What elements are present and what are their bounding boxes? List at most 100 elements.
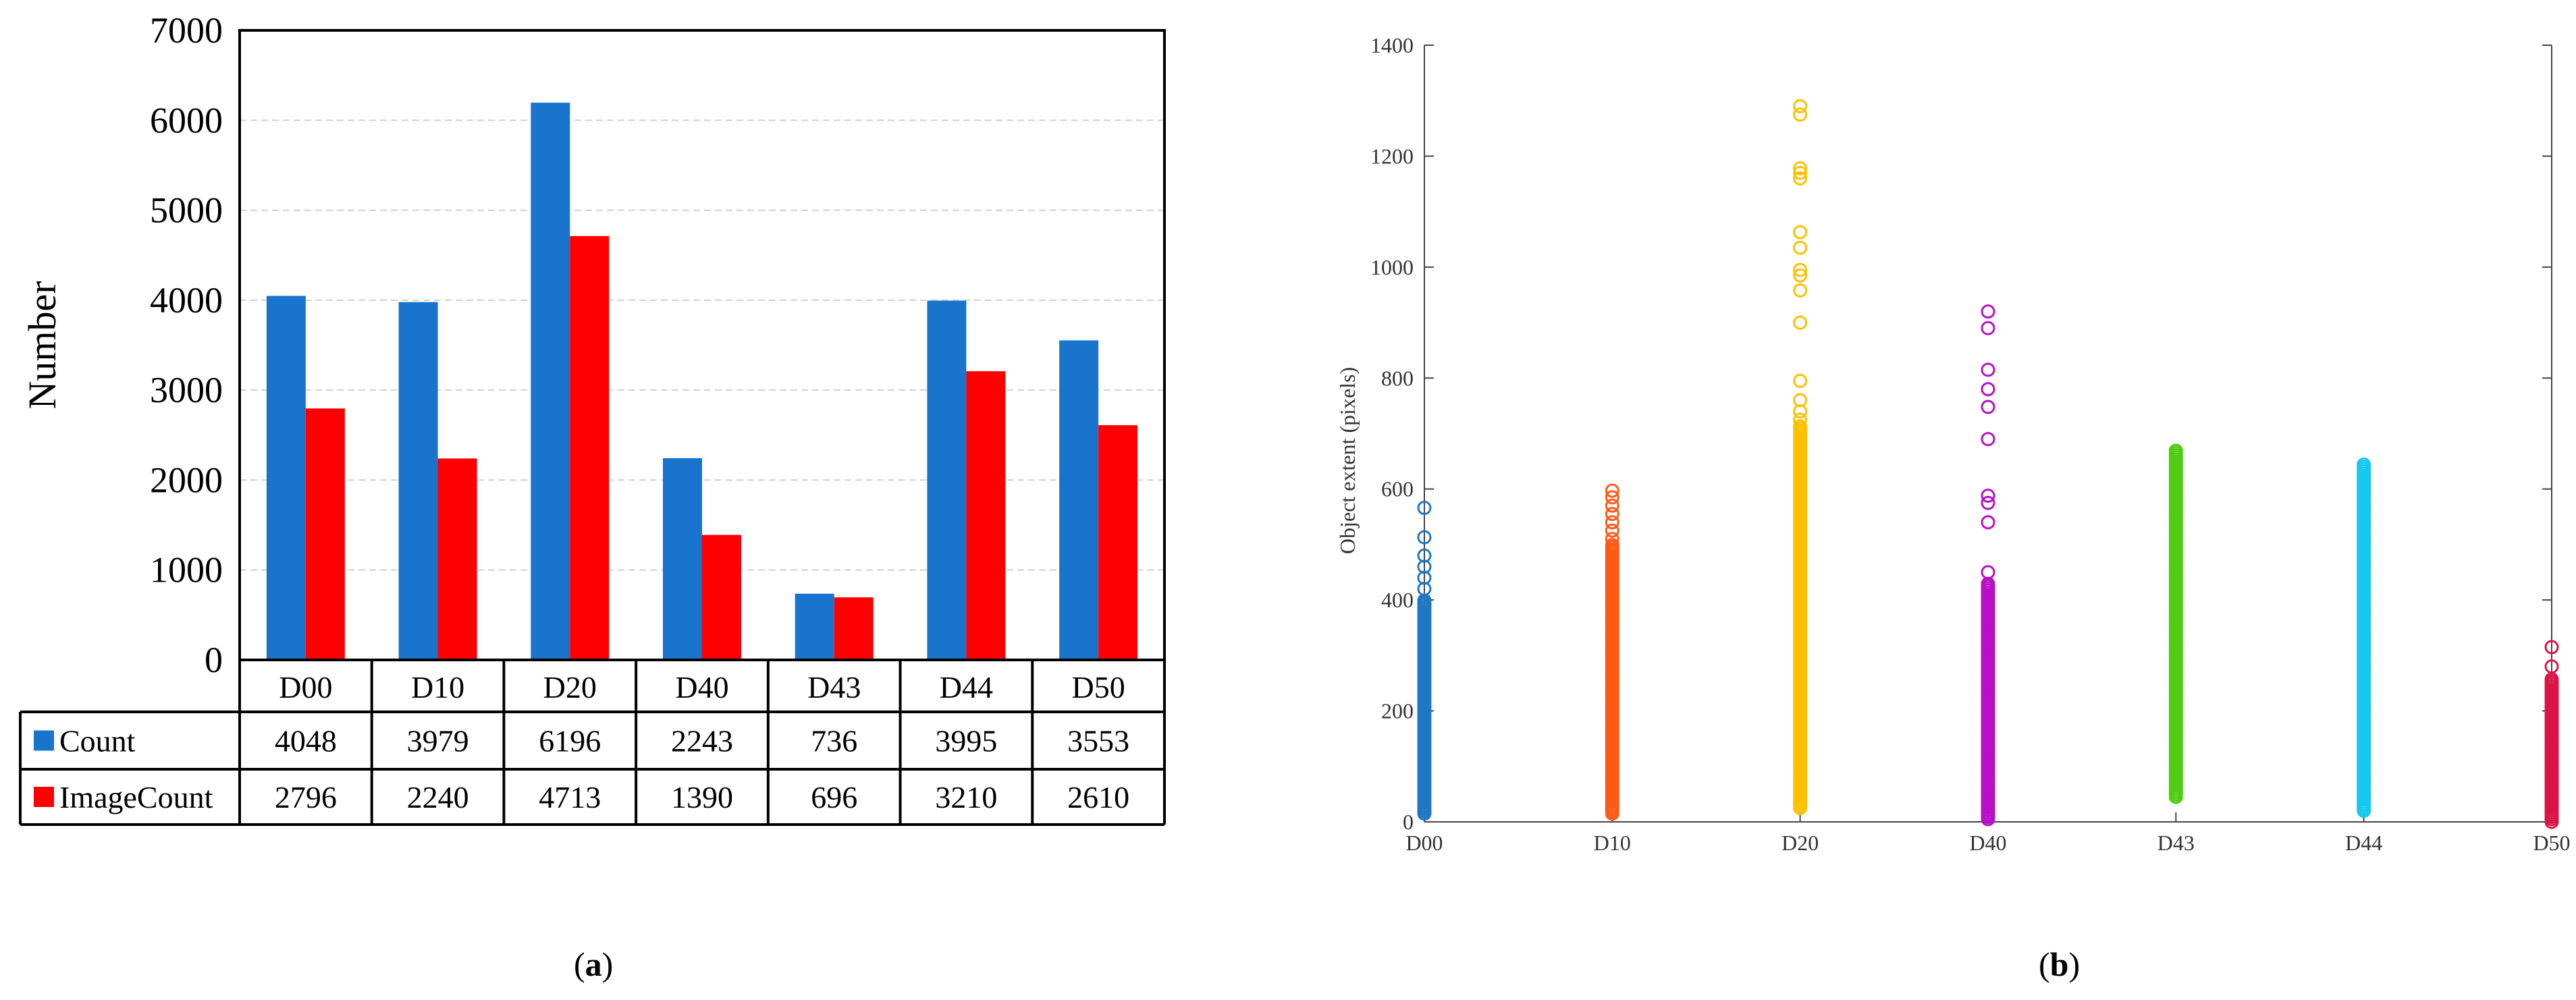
table-value-ImageCount-D44: 3210 <box>935 780 997 814</box>
x-tick-label-D20: D20 <box>1781 831 1819 855</box>
table-value-ImageCount-D40: 1390 <box>671 780 733 814</box>
outlier-D20 <box>1793 393 1808 408</box>
series-D10 <box>1605 483 1619 821</box>
outlier-D00 <box>1417 548 1432 563</box>
legend-label-ImageCount: ImageCount <box>59 780 213 814</box>
outlier-D00 <box>1417 530 1432 545</box>
y-tick-label-400: 400 <box>1381 588 1414 612</box>
outlier-D20 <box>1793 268 1808 283</box>
x-tick-label-D40: D40 <box>675 670 728 704</box>
series-D44 <box>2357 457 2371 818</box>
outlier-D20 <box>1793 262 1808 277</box>
bar-Count-D10 <box>398 302 438 660</box>
outlier-D10 <box>1605 498 1619 513</box>
legend-swatch-ImageCount <box>34 787 54 807</box>
outlier-D50 <box>2544 659 2559 674</box>
outlier-D10 <box>1605 523 1619 538</box>
x-tick-label-D10: D10 <box>1594 831 1631 855</box>
bar-Count-D00 <box>266 296 306 660</box>
outlier-D10 <box>1605 490 1619 505</box>
series-D00 <box>1417 501 1432 821</box>
panel-label-b: (b) <box>2039 945 2080 984</box>
bar-ImageCount-D00 <box>305 408 345 660</box>
table-value-Count-D20: 6196 <box>539 724 601 758</box>
scatter-chart-b: 0 200 400 600 800 1000 1200 1400 Object extent (… <box>1335 33 2571 855</box>
legend-label-Count: Count <box>59 724 136 758</box>
x-tick-label-D43: D43 <box>807 670 861 704</box>
bar-ImageCount-D10 <box>437 458 477 660</box>
y-tick-label-1200: 1200 <box>1370 144 1414 168</box>
y-tick-label-1000: 1000 <box>150 550 223 590</box>
outlier-D00 <box>1417 501 1432 516</box>
series-D43 <box>2168 443 2183 804</box>
table-value-Count-D50: 3553 <box>1067 724 1129 758</box>
x-tick-label-D00: D00 <box>279 670 332 704</box>
plot-frame <box>238 29 1166 661</box>
y-tick-label-0: 0 <box>205 640 223 680</box>
x-tick-label-D00: D00 <box>1405 831 1443 855</box>
table-value-Count-D00: 4048 <box>275 724 337 758</box>
outlier-D40 <box>1981 382 1995 397</box>
bar-ImageCount-D20 <box>570 235 610 660</box>
panel-b-open: ( <box>2039 945 2050 983</box>
outlier-D20 <box>1793 99 1808 113</box>
legend-swatch-Count <box>34 730 54 751</box>
outlier-D40 <box>1981 565 1995 580</box>
x-tick-label-D50: D50 <box>2533 831 2570 855</box>
outlier-D20 <box>1793 412 1808 427</box>
outlier-D20 <box>1793 225 1808 240</box>
y-tick-label-600: 600 <box>1381 477 1414 501</box>
x-tick-label-D44: D44 <box>2345 831 2382 855</box>
y-tick-label-4000: 4000 <box>150 280 223 321</box>
outlier-D20 <box>1793 161 1808 176</box>
series-D50 <box>2544 640 2559 829</box>
panel-a-close: ) <box>601 945 614 983</box>
point-D43 <box>2168 443 2183 458</box>
x-tick-label-D40: D40 <box>1969 831 2006 855</box>
outlier-D20 <box>1793 165 1808 180</box>
bar-Count-D44 <box>927 300 967 660</box>
table-value-Count-D44: 3995 <box>935 724 997 758</box>
x-tick-label-D20: D20 <box>543 670 597 704</box>
outlier-D20 <box>1793 171 1808 186</box>
y-axis-label: Number <box>20 281 64 409</box>
outlier-D20 <box>1793 283 1808 298</box>
x-tick-label-D50: D50 <box>1072 670 1125 704</box>
y-tick-label-800: 800 <box>1381 366 1414 390</box>
series-D20 <box>1793 99 1808 815</box>
y-tick-label-6000: 6000 <box>150 100 223 140</box>
outlier-D40 <box>1981 321 1995 335</box>
outlier-D40 <box>1981 489 1995 503</box>
outlier-D40 <box>1981 304 1995 319</box>
table-value-ImageCount-D43: 696 <box>811 780 857 814</box>
outlier-D00 <box>1417 582 1432 596</box>
panel-label-a: (a) <box>574 945 613 984</box>
outlier-D10 <box>1605 483 1619 498</box>
y-tick-label-200: 200 <box>1381 699 1414 723</box>
table-value-Count-D40: 2243 <box>671 724 733 758</box>
outlier-D40 <box>1981 495 1995 510</box>
bar-chart-a: 0 1000 2000 3000 4000 5000 6000 7000 Number D00 D1… <box>19 10 1166 826</box>
outlier-D20 <box>1793 315 1808 330</box>
outlier-D10 <box>1605 515 1619 530</box>
outlier-D00 <box>1417 570 1432 585</box>
table-value-ImageCount-D10: 2240 <box>407 780 469 814</box>
table-value-ImageCount-D20: 4713 <box>539 780 601 814</box>
panel-a-open: ( <box>574 945 585 983</box>
table-value-ImageCount-D00: 2796 <box>275 780 337 814</box>
table-value-ImageCount-D50: 2610 <box>1067 780 1129 814</box>
outlier-D40 <box>1981 432 1995 447</box>
outlier-D20 <box>1793 107 1808 122</box>
outlier-D40 <box>1981 362 1995 377</box>
bar-ImageCount-D50 <box>1098 425 1138 660</box>
outlier-D20 <box>1793 404 1808 419</box>
outlier-D10 <box>1605 507 1619 522</box>
panel-b-close: ) <box>2068 945 2081 983</box>
panel-b-letter: b <box>2049 945 2069 983</box>
y-tick-label-7000: 7000 <box>150 10 223 51</box>
table-value-Count-D10: 3979 <box>407 724 469 758</box>
point-D10 <box>1605 538 1619 553</box>
outlier-D50 <box>2544 640 2559 655</box>
y-axis-label: Object extent (pixels) <box>1335 367 1360 554</box>
x-tick-label-D10: D10 <box>411 670 464 704</box>
